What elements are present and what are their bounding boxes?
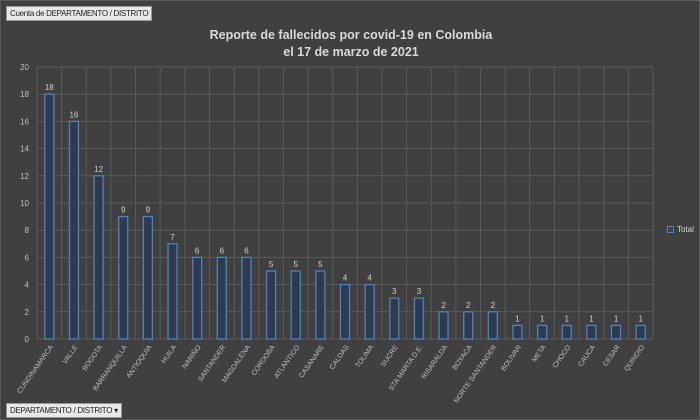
data-label: 6: [195, 246, 200, 255]
x-tick-label: CUNDINAMARCA: [16, 344, 55, 395]
data-label: 12: [94, 165, 103, 174]
bar: [610, 324, 622, 340]
bar: [142, 215, 154, 340]
bar: [44, 93, 55, 340]
bar: [68, 120, 80, 340]
x-tick-label: CHOCO: [552, 344, 573, 370]
bar: [389, 297, 400, 340]
bar: [192, 256, 203, 340]
x-tick-label: CALDAS: [329, 344, 351, 371]
y-tick-label: 14: [20, 145, 29, 154]
bar: [167, 243, 178, 340]
y-tick-label: 6: [25, 253, 30, 262]
bar: [93, 175, 104, 340]
bar: [118, 215, 129, 340]
value-field-button[interactable]: Cuenta de DEPARTAMENTO / DISTRITO: [6, 6, 153, 21]
x-tick-label: QUINDIO: [623, 344, 646, 373]
data-label: 18: [45, 83, 54, 92]
data-label: 3: [392, 287, 397, 296]
data-label: 9: [121, 206, 126, 215]
title-line: Reporte de fallecidos por covid-19 en Co…: [209, 28, 493, 42]
bar: [487, 311, 498, 340]
x-tick-label: TOLIMA: [355, 344, 376, 370]
y-tick-label: 20: [20, 63, 29, 72]
y-tick-label: 0: [25, 335, 30, 344]
y-tick-label: 10: [20, 199, 29, 208]
data-label: 4: [367, 274, 372, 283]
bar: [586, 324, 597, 340]
x-tick-label: ATLANTICO: [273, 344, 301, 380]
y-tick-label: 16: [20, 117, 29, 126]
data-label: 2: [441, 301, 446, 310]
bar: [635, 324, 646, 340]
axis-field-button[interactable]: DEPARTAMENTO / DISTRITO ▾: [6, 403, 122, 418]
y-tick-label: 2: [25, 308, 30, 317]
bar: [512, 324, 523, 340]
x-tick-label: ANTIOQUIA: [126, 344, 154, 380]
data-label: 1: [565, 314, 570, 323]
x-tick-label: BOLIVAR: [500, 344, 523, 372]
bar: [364, 283, 375, 340]
data-label: 16: [70, 110, 79, 119]
data-label: 5: [318, 260, 323, 269]
bar: [315, 270, 326, 340]
dropdown-arrow-icon: ▾: [114, 406, 118, 415]
data-label: 1: [515, 314, 520, 323]
data-label: 9: [146, 206, 151, 215]
y-tick-label: 12: [20, 172, 29, 181]
bar: [561, 324, 572, 340]
chart-title: Reporte de fallecidos por covid-19 en Co…: [1, 27, 699, 61]
x-tick-label: CESAR: [602, 344, 622, 368]
bar: [438, 311, 449, 340]
x-tick-label: BOYACA: [452, 344, 474, 372]
legend: Total: [667, 225, 694, 234]
data-label: 2: [466, 301, 471, 310]
x-tick-label: NORTE SANTANDER: [453, 344, 498, 405]
bar: [290, 270, 301, 340]
data-label: 6: [220, 246, 225, 255]
data-label: 5: [293, 260, 298, 269]
x-tick-label: HUILA: [161, 344, 179, 365]
x-tick-label: NARIÑO: [180, 343, 203, 371]
bar: [413, 297, 425, 340]
legend-label: Total: [677, 225, 694, 234]
data-label: 6: [244, 246, 249, 255]
y-tick-label: 18: [20, 90, 29, 99]
y-tick-label: 8: [25, 226, 30, 235]
subtitle-line: el 17 de marzo de 2021: [283, 45, 419, 59]
x-tick-label: VALLE: [62, 344, 80, 366]
axis-field-label: DEPARTAMENTO / DISTRITO: [10, 406, 113, 415]
data-label: 5: [269, 260, 274, 269]
bar: [216, 256, 227, 340]
data-label: 2: [491, 301, 496, 310]
x-tick-label: CAUCA: [577, 344, 597, 368]
x-tick-label: SUCRE: [380, 344, 400, 368]
x-tick-label: RISARALDA: [421, 344, 450, 381]
data-label: 1: [540, 314, 545, 323]
data-label: 3: [417, 287, 422, 296]
x-tick-label: META: [531, 344, 548, 364]
bar: [463, 311, 474, 340]
x-tick-label: CORDOBA: [251, 344, 277, 377]
data-label: 1: [614, 314, 619, 323]
y-tick-label: 4: [25, 281, 30, 290]
bar: [265, 270, 277, 340]
data-label: 1: [589, 314, 594, 323]
x-tick-label: CASANARE: [298, 344, 326, 380]
bar: [241, 256, 252, 340]
data-label: 1: [638, 314, 643, 323]
x-tick-label: BOGOTA: [82, 344, 105, 372]
legend-swatch: [667, 226, 674, 233]
bar: [339, 283, 351, 340]
data-label: 7: [170, 233, 175, 242]
bar: [536, 324, 548, 340]
data-label: 4: [343, 274, 348, 283]
